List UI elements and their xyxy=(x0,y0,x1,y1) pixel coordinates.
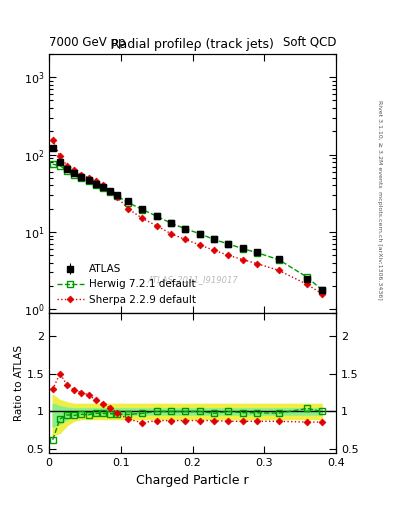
Text: mcplots.cern.ch [arXiv:1306.3436]: mcplots.cern.ch [arXiv:1306.3436] xyxy=(377,191,382,300)
Sherpa 2.2.9 default xyxy=(65,162,70,168)
Sherpa 2.2.9 default xyxy=(212,247,217,253)
Line: Herwig 7.2.1 default: Herwig 7.2.1 default xyxy=(50,161,325,293)
Herwig 7.2.1 default xyxy=(72,172,77,178)
Herwig 7.2.1 default xyxy=(140,206,145,212)
Sherpa 2.2.9 default xyxy=(226,252,231,259)
Title: Radial profileρ (track jets): Radial profileρ (track jets) xyxy=(111,38,274,51)
Herwig 7.2.1 default xyxy=(126,200,130,206)
Sherpa 2.2.9 default xyxy=(305,282,310,288)
Herwig 7.2.1 default xyxy=(255,250,259,256)
Herwig 7.2.1 default xyxy=(319,287,324,293)
Sherpa 2.2.9 default xyxy=(183,237,188,243)
X-axis label: Charged Particle r: Charged Particle r xyxy=(136,474,249,486)
Sherpa 2.2.9 default xyxy=(50,137,55,143)
Herwig 7.2.1 default xyxy=(212,237,217,243)
Herwig 7.2.1 default xyxy=(79,175,84,181)
Herwig 7.2.1 default xyxy=(169,220,173,226)
Herwig 7.2.1 default xyxy=(86,178,91,184)
Sherpa 2.2.9 default xyxy=(255,261,259,267)
Herwig 7.2.1 default xyxy=(154,213,159,219)
Sherpa 2.2.9 default xyxy=(197,242,202,248)
Sherpa 2.2.9 default xyxy=(276,267,281,273)
Legend: ATLAS, Herwig 7.2.1 default, Sherpa 2.2.9 default: ATLAS, Herwig 7.2.1 default, Sherpa 2.2.… xyxy=(54,261,199,308)
Sherpa 2.2.9 default xyxy=(101,182,105,188)
Herwig 7.2.1 default xyxy=(101,185,105,191)
Text: ATLAS_2011_I919017: ATLAS_2011_I919017 xyxy=(147,275,238,284)
Herwig 7.2.1 default xyxy=(108,189,112,195)
Text: Rivet 3.1.10, ≥ 3.2M events: Rivet 3.1.10, ≥ 3.2M events xyxy=(377,99,382,187)
Sherpa 2.2.9 default xyxy=(154,223,159,229)
Sherpa 2.2.9 default xyxy=(72,167,77,173)
Herwig 7.2.1 default xyxy=(197,230,202,237)
Sherpa 2.2.9 default xyxy=(86,175,91,181)
Herwig 7.2.1 default xyxy=(305,274,310,281)
Herwig 7.2.1 default xyxy=(57,162,62,168)
Sherpa 2.2.9 default xyxy=(94,178,98,184)
Sherpa 2.2.9 default xyxy=(57,153,62,159)
Herwig 7.2.1 default xyxy=(183,226,188,232)
Sherpa 2.2.9 default xyxy=(319,291,324,297)
Herwig 7.2.1 default xyxy=(65,167,70,174)
Herwig 7.2.1 default xyxy=(276,257,281,263)
Line: Sherpa 2.2.9 default: Sherpa 2.2.9 default xyxy=(50,137,324,296)
Sherpa 2.2.9 default xyxy=(126,206,130,212)
Sherpa 2.2.9 default xyxy=(79,172,84,178)
Y-axis label: Ratio to ATLAS: Ratio to ATLAS xyxy=(14,345,24,421)
Herwig 7.2.1 default xyxy=(241,246,245,252)
Sherpa 2.2.9 default xyxy=(108,188,112,194)
Herwig 7.2.1 default xyxy=(50,161,55,167)
Text: Soft QCD: Soft QCD xyxy=(283,36,336,49)
Sherpa 2.2.9 default xyxy=(115,194,119,200)
Sherpa 2.2.9 default xyxy=(169,230,173,237)
Text: 7000 GeV pp: 7000 GeV pp xyxy=(49,36,126,49)
Herwig 7.2.1 default xyxy=(94,181,98,187)
Sherpa 2.2.9 default xyxy=(140,215,145,221)
Herwig 7.2.1 default xyxy=(226,241,231,247)
Sherpa 2.2.9 default xyxy=(241,257,245,263)
Herwig 7.2.1 default xyxy=(115,193,119,199)
